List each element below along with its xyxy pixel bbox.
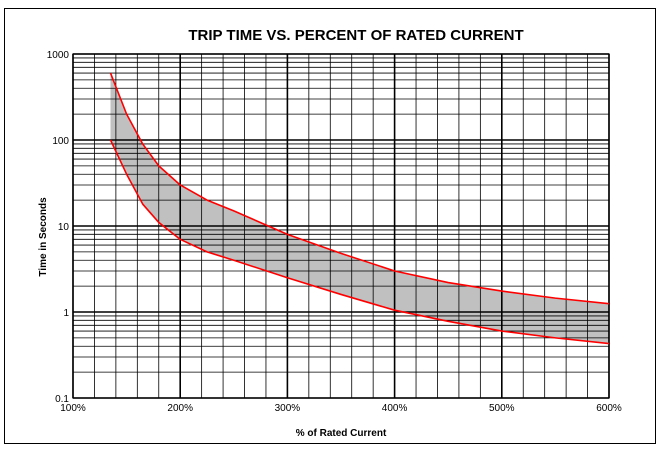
y-tick-label: 1	[63, 308, 69, 319]
x-tick-label: 300%	[275, 403, 301, 414]
y-tick-label: 0.1	[55, 394, 69, 405]
x-tick-label: 600%	[596, 403, 622, 414]
curve-layer	[109, 72, 610, 345]
y-tick-label: 1000	[47, 50, 70, 61]
chart-title: TRIP TIME VS. PERCENT OF RATED CURRENT	[188, 27, 523, 44]
x-tick-label: 400%	[382, 403, 408, 414]
x-tick-label: 500%	[489, 403, 515, 414]
lower-trip-curve	[109, 139, 610, 345]
chart-frame: TRIP TIME VS. PERCENT OF RATED CURRENT 1…	[4, 8, 656, 444]
y-tick-label: 100	[52, 136, 69, 147]
x-tick-label: 200%	[167, 403, 193, 414]
trip-band-layer	[110, 73, 610, 344]
grid-layer	[72, 53, 610, 399]
y-tick-label: 10	[58, 222, 70, 233]
trip-band-area	[110, 73, 610, 344]
x-tick-label: 100%	[60, 403, 86, 414]
trip-time-chart: TRIP TIME VS. PERCENT OF RATED CURRENT 1…	[38, 27, 622, 439]
tick-label-layer: 100% 200% 300% 400% 500% 600% 0.1 1 10 100 1000	[47, 50, 622, 414]
y-axis-label: Time in Seconds	[38, 197, 49, 277]
plot-border	[72, 53, 610, 399]
x-axis-label: % of Rated Current	[296, 428, 387, 439]
upper-trip-curve	[109, 72, 610, 305]
